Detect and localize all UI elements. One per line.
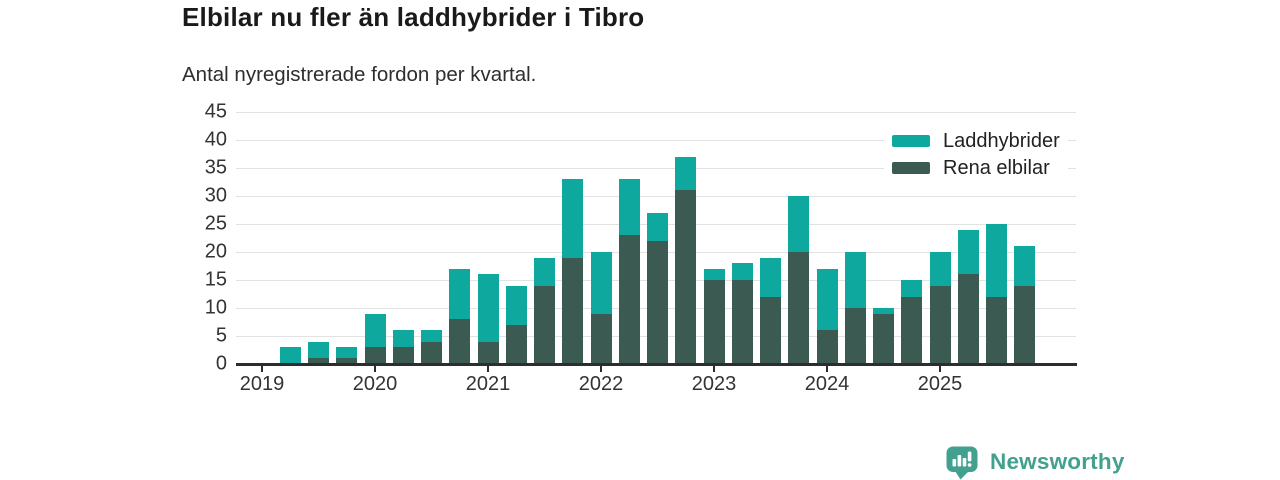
x-axis-tick (826, 365, 828, 372)
bar-segment-2025-q1-rena-elbilar (929, 285, 951, 364)
bar-segment-2020-q4-rena-elbilar (449, 319, 471, 364)
x-axis-tick (600, 365, 602, 372)
bar-segment-2022-q1-rena-elbilar (590, 313, 612, 364)
bar-segment-2021-q3-rena-elbilar (534, 285, 555, 364)
bar-segment-2023-q2-rena-elbilar (731, 280, 753, 364)
bar-segment-2021-q4-rena-elbilar (562, 257, 584, 364)
bar-segment-2021-q4-laddhybrider (562, 179, 584, 258)
bar-segment-2024-q4-rena-elbilar (901, 296, 923, 364)
y-axis-label: 20 (204, 240, 227, 263)
bar-segment-2025-q4-laddhybrider (1014, 246, 1036, 286)
bar-segment-2024-q4-laddhybrider (901, 280, 923, 297)
bar-segment-2025-q3-rena-elbilar (986, 296, 1007, 364)
newsworthy-brand-text: Newsworthy (990, 449, 1125, 474)
newsworthy-logo: Newsworthy (946, 446, 1125, 480)
legend-label-laddhybrider: Laddhybrider (943, 129, 1060, 152)
x-axis-tick (713, 365, 715, 372)
bar-segment-2023-q4-laddhybrider (788, 196, 810, 252)
x-axis-tick (261, 365, 263, 372)
y-axis-label: 45 (204, 100, 227, 123)
x-axis-label: 2021 (465, 373, 511, 395)
bar-segment-2025-q1-laddhybrider (929, 252, 951, 286)
bar-segment-2020-q4-laddhybrider (449, 268, 471, 320)
y-axis-label: 25 (204, 212, 227, 235)
bar-segment-2019-q4-rena-elbilar (336, 358, 358, 364)
bar-segment-2021-q2-laddhybrider (505, 285, 527, 325)
gridline (236, 112, 1076, 113)
x-axis-label: 2019 (239, 373, 285, 395)
chart-title: Elbilar nu fler än laddhybrider i Tibro (182, 2, 645, 32)
bar-segment-2025-q2-laddhybrider (957, 229, 979, 275)
bar-segment-2025-q2-rena-elbilar (957, 274, 979, 364)
x-axis-label: 2022 (578, 373, 624, 395)
bar-segment-2025-q4-rena-elbilar (1014, 285, 1036, 364)
bar-segment-2024-q1-rena-elbilar (816, 330, 838, 364)
legend-item-laddhybrider: Laddhybrider (892, 129, 1060, 153)
y-axis-label: 5 (215, 324, 227, 347)
bar-segment-2020-q1-laddhybrider (364, 313, 386, 348)
bar-segment-2021-q2-rena-elbilar (505, 324, 527, 364)
bar-segment-2019-q4-laddhybrider (336, 347, 358, 359)
y-axis-label: 35 (204, 156, 227, 179)
bar-segment-2023-q1-rena-elbilar (703, 280, 725, 364)
bar-segment-2020-q3-laddhybrider (421, 330, 442, 342)
bar-segment-2025-q3-laddhybrider (986, 224, 1007, 297)
bar-segment-2020-q1-rena-elbilar (364, 347, 386, 364)
bar-segment-2024-q3-laddhybrider (873, 308, 894, 314)
bar-segment-2022-q1-laddhybrider (590, 252, 612, 314)
bar-segment-2023-q3-laddhybrider (760, 257, 781, 297)
bar-segment-2021-q1-laddhybrider (477, 274, 499, 342)
bar-segment-2024-q2-rena-elbilar (844, 308, 866, 364)
y-axis-label: 40 (204, 128, 227, 151)
bar-segment-2023-q2-laddhybrider (731, 263, 753, 280)
bar-segment-2019-q3-rena-elbilar (308, 358, 329, 364)
bar-segment-2019-q2-laddhybrider (279, 347, 301, 364)
bar-segment-2024-q1-laddhybrider (816, 268, 838, 331)
chart-subtitle: Antal nyregistrerade fordon per kvartal. (182, 63, 537, 86)
x-axis-label: 2025 (917, 373, 963, 395)
bar-segment-2019-q3-laddhybrider (308, 341, 329, 359)
bar-segment-2022-q4-laddhybrider (675, 156, 697, 191)
bar-segment-2023-q1-laddhybrider (703, 268, 725, 280)
bar-segment-2024-q2-laddhybrider (844, 252, 866, 308)
legend-swatch-rena-elbilar (892, 161, 930, 175)
x-axis-label: 2020 (352, 373, 398, 395)
bar-segment-2022-q3-rena-elbilar (647, 240, 668, 364)
legend-label-rena-elbilar: Rena elbilar (943, 156, 1050, 179)
bar-segment-2020-q2-laddhybrider (392, 330, 414, 348)
x-axis-line (236, 363, 1077, 366)
y-axis-label: 10 (204, 296, 227, 319)
bar-segment-2022-q3-laddhybrider (647, 212, 668, 241)
bar-segment-2022-q2-rena-elbilar (618, 235, 640, 364)
bar-segment-2020-q3-rena-elbilar (421, 341, 442, 364)
plot-area (236, 112, 1076, 364)
legend: Laddhybrider Rena elbilar (884, 126, 1068, 183)
gridline (236, 140, 1076, 141)
x-axis-label: 2023 (691, 373, 737, 395)
x-axis-label: 2024 (804, 373, 850, 395)
x-axis-tick (939, 365, 941, 372)
gridline (236, 196, 1076, 197)
bar-segment-2023-q4-rena-elbilar (788, 252, 810, 364)
bar-segment-2024-q3-rena-elbilar (873, 313, 894, 364)
bar-segment-2022-q2-laddhybrider (618, 179, 640, 236)
bar-segment-2021-q3-laddhybrider (534, 257, 555, 286)
legend-swatch-laddhybrider (892, 134, 930, 148)
bar-segment-2023-q3-rena-elbilar (760, 296, 781, 364)
bar-segment-2022-q4-rena-elbilar (675, 190, 697, 364)
y-axis-label: 30 (204, 184, 227, 207)
bar-segment-2021-q1-rena-elbilar (477, 341, 499, 364)
y-axis-label: 15 (204, 268, 227, 291)
bar-segment-2020-q2-rena-elbilar (392, 347, 414, 364)
gridline (236, 168, 1076, 169)
x-axis-tick (487, 365, 489, 372)
newsworthy-badge-icon (946, 446, 978, 480)
y-axis-label: 0 (215, 352, 227, 375)
legend-item-rena-elbilar: Rena elbilar (892, 156, 1060, 180)
x-axis-tick (374, 365, 376, 372)
